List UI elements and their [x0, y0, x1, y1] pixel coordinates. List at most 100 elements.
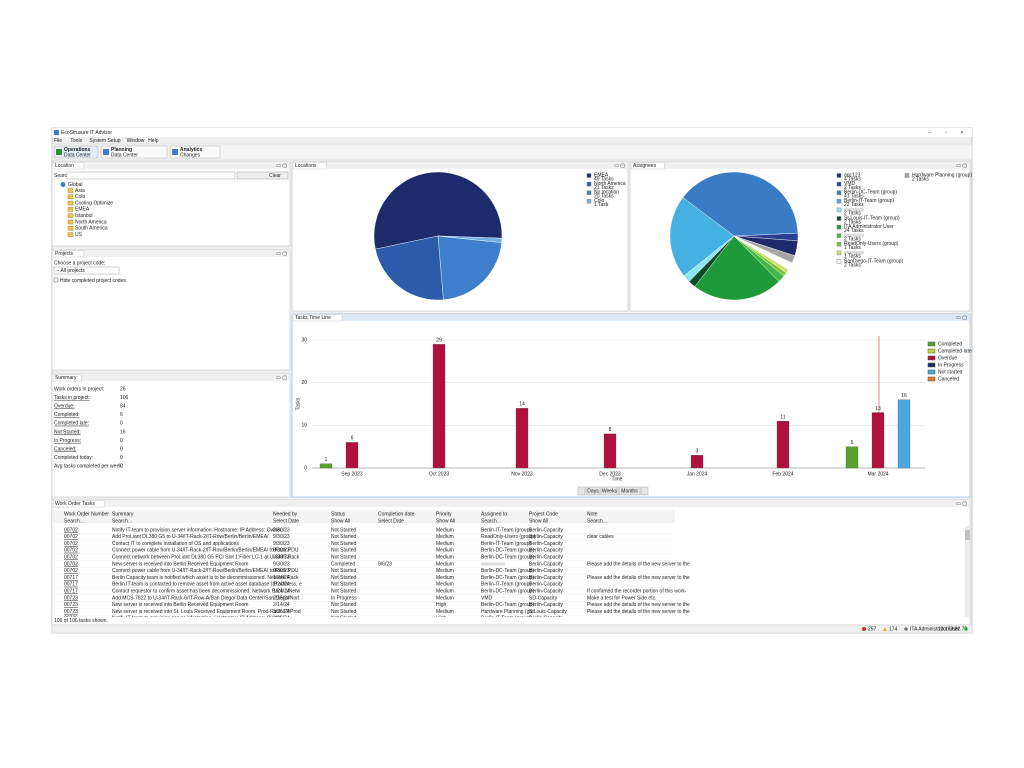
tree-node[interactable]: EMEA: [75, 207, 90, 213]
panel-tab[interactable]: [52, 500, 105, 508]
column-filter[interactable]: Select Date: [273, 518, 299, 524]
summary-label[interactable]: Not Started:: [54, 429, 81, 435]
panel-controls[interactable]: ▭ ▢: [276, 163, 287, 169]
tree-node[interactable]: US: [75, 232, 83, 238]
work-order-link[interactable]: 00702: [64, 561, 78, 567]
window-control[interactable]: ×: [961, 130, 964, 136]
panel-controls[interactable]: ▭ ▢: [956, 163, 967, 169]
work-order-link[interactable]: 00726: [64, 616, 78, 622]
zoom-button[interactable]: [600, 486, 619, 496]
column-filter[interactable]: Show All: [436, 518, 455, 524]
column-header[interactable]: Completion date: [378, 511, 415, 517]
panel-controls[interactable]: ▭ ▢: [614, 163, 625, 169]
clear-button[interactable]: [236, 171, 289, 180]
summary-label[interactable]: Tasks in project:: [54, 395, 90, 401]
panel-controls[interactable]: ▭ ▢: [276, 375, 287, 381]
column-header[interactable]: Project Code: [529, 511, 558, 517]
panel-controls[interactable]: ▭ ▢: [956, 501, 967, 507]
work-order-link[interactable]: 00702: [64, 541, 78, 547]
zoom-button-label[interactable]: Days: [587, 488, 599, 494]
panel-title[interactable]: Location: [55, 163, 74, 169]
menu-item[interactable]: File: [54, 138, 62, 144]
summary-label[interactable]: Overdue:: [54, 404, 75, 410]
zoom-button-label[interactable]: Weeks: [602, 488, 618, 494]
checkbox[interactable]: [53, 277, 59, 283]
work-order-link[interactable]: 00702: [64, 555, 78, 561]
tree-root[interactable]: Global: [68, 182, 82, 188]
work-order-link[interactable]: 00717: [64, 582, 78, 588]
panel-tab[interactable]: [630, 162, 665, 170]
menu-item[interactable]: Window: [127, 138, 145, 144]
column-filter[interactable]: Search...: [64, 518, 84, 524]
work-order-link[interactable]: 00717: [64, 589, 78, 595]
column-header[interactable]: Summary: [112, 511, 134, 517]
window-control[interactable]: –: [929, 130, 932, 136]
column-header[interactable]: Note: [587, 511, 598, 517]
panel-title[interactable]: Summary: [55, 375, 77, 381]
panel-controls[interactable]: ▭ ▢: [276, 251, 287, 257]
tree-node[interactable]: Istanbul: [75, 213, 93, 219]
summary-label[interactable]: Completed late:: [54, 421, 89, 427]
panel-tab[interactable]: [52, 162, 85, 170]
panel-tab[interactable]: [292, 162, 327, 170]
prev-button[interactable]: [577, 486, 586, 496]
summary-label[interactable]: In Progress:: [54, 438, 81, 444]
work-order-link[interactable]: 00702: [64, 527, 78, 533]
column-header[interactable]: Assigned to: [481, 511, 507, 517]
zoom-button-label[interactable]: Months: [621, 488, 638, 494]
menu-item[interactable]: System Setup: [89, 138, 120, 144]
clear-label[interactable]: Clear: [269, 173, 281, 179]
perspective-button[interactable]: [169, 145, 221, 159]
column-filter[interactable]: Select Date: [378, 518, 404, 524]
tree-node[interactable]: South America: [75, 226, 108, 232]
work-order-link[interactable]: 00717: [64, 575, 78, 581]
work-order-link[interactable]: 00723: [64, 595, 78, 601]
panel-title[interactable]: Tasks Time Line: [295, 315, 331, 321]
summary-label[interactable]: Canceled:: [54, 447, 77, 453]
perspective-sub[interactable]: Changes: [180, 152, 201, 158]
panel-controls[interactable]: ▭ ▢: [956, 315, 967, 321]
scrollbar-thumb[interactable]: [965, 530, 970, 540]
tree-node[interactable]: Cooling Optimize: [75, 200, 113, 206]
tree-node[interactable]: Asia: [75, 188, 85, 194]
column-filter[interactable]: Show All: [529, 518, 548, 524]
perspective-sub[interactable]: Data Center: [111, 152, 138, 158]
panel-tab[interactable]: [52, 374, 82, 382]
column-filter[interactable]: Search...: [587, 518, 607, 524]
perspective-button[interactable]: [53, 145, 99, 159]
window-control[interactable]: ▫: [945, 130, 947, 136]
panel-title[interactable]: Assignees: [633, 163, 657, 169]
column-filter[interactable]: Search...: [112, 518, 132, 524]
panel-title[interactable]: Projects: [55, 251, 74, 257]
panel-title[interactable]: Locations: [295, 163, 317, 169]
perspective-button[interactable]: [100, 145, 168, 159]
work-order-link[interactable]: 00702: [64, 568, 78, 574]
column-header[interactable]: Work Order Number: [64, 511, 109, 517]
column-filter[interactable]: Show All: [331, 518, 350, 524]
work-order-link[interactable]: 00702: [64, 534, 78, 540]
perspective-name[interactable]: Operations: [64, 147, 91, 153]
project-select-value[interactable]: -- All projects: [56, 268, 85, 274]
panel-tab[interactable]: [52, 250, 85, 258]
column-header[interactable]: Status: [331, 511, 346, 517]
menu-item[interactable]: Tools: [70, 138, 82, 144]
perspective-sub[interactable]: Data Center: [64, 152, 91, 158]
column-header[interactable]: Priority: [436, 511, 452, 517]
panel-title[interactable]: Work Order Tasks: [55, 501, 95, 507]
project-select[interactable]: [53, 266, 120, 275]
zoom-button[interactable]: [585, 486, 601, 496]
menu-item[interactable]: Help: [148, 138, 159, 144]
column-header[interactable]: Needed by: [273, 511, 298, 517]
work-order-link[interactable]: 00702: [64, 548, 78, 554]
perspective-name[interactable]: Planning: [111, 147, 132, 153]
work-order-link[interactable]: 00723: [64, 602, 78, 608]
summary-label[interactable]: Completed:: [54, 412, 80, 418]
work-order-link[interactable]: 00723: [64, 609, 78, 615]
next-button[interactable]: [640, 486, 649, 496]
perspective-name[interactable]: Analytics: [180, 147, 202, 153]
tree-node[interactable]: North America: [75, 219, 107, 225]
column-filter[interactable]: Search...: [481, 518, 501, 524]
zoom-button[interactable]: [618, 486, 641, 496]
panel-tab[interactable]: [292, 314, 343, 322]
tree-node[interactable]: Colo: [75, 194, 86, 200]
